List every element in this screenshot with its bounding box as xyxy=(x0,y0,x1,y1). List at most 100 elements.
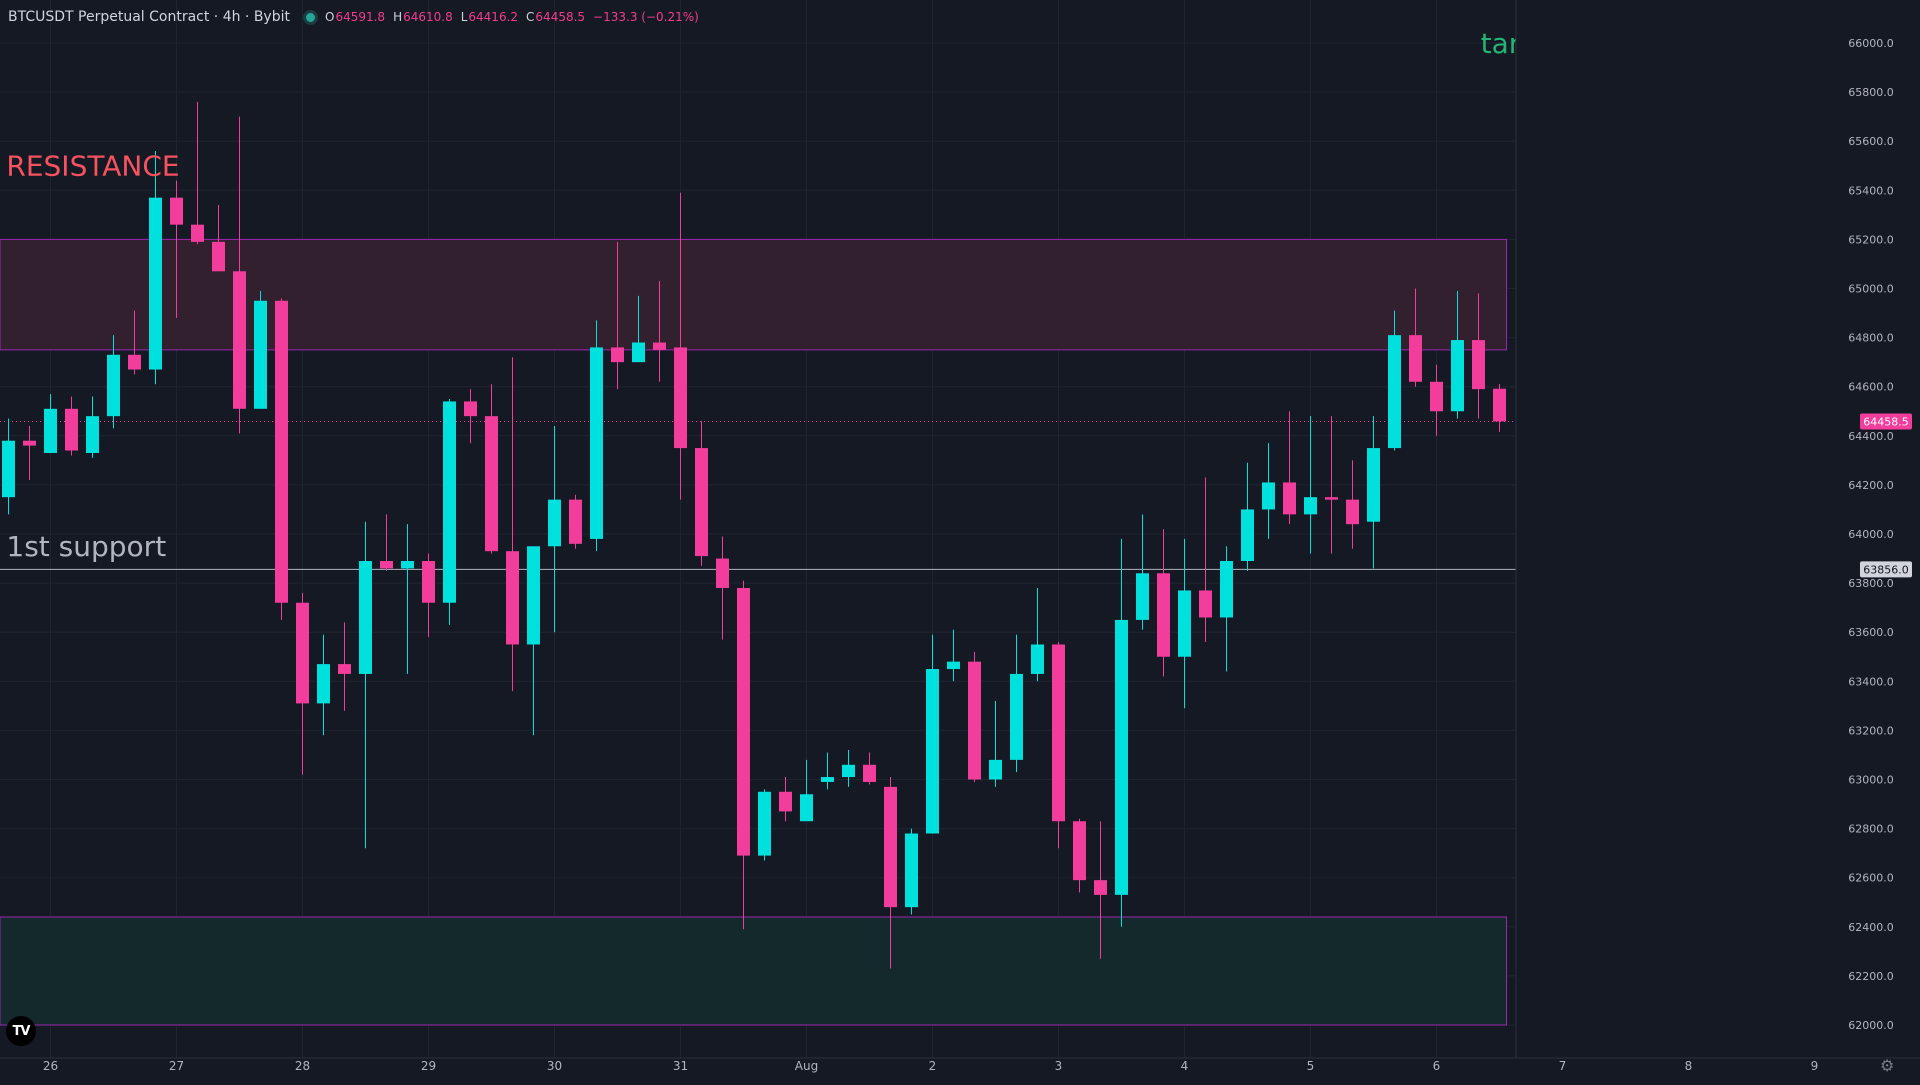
candle-bear xyxy=(1430,381,1443,412)
candle-bear xyxy=(233,271,246,409)
candle-bull xyxy=(86,416,99,453)
candle-bear xyxy=(569,499,582,544)
candle-bull xyxy=(2,440,15,498)
close-value: 64458.5 xyxy=(535,10,586,24)
candle-bear xyxy=(1493,388,1506,422)
candle-bear xyxy=(884,786,897,908)
candle-bear xyxy=(863,764,876,782)
candle-bear xyxy=(1283,482,1296,515)
time-tick-label: 4 xyxy=(1181,1059,1189,1073)
current-price-axis-label: 64458.5 xyxy=(1863,415,1909,428)
price-tick-label: 62400.0 xyxy=(1848,921,1894,934)
time-tick-label: 6 xyxy=(1433,1059,1441,1073)
candle-bull xyxy=(1451,340,1464,412)
candle-bull xyxy=(989,759,1002,780)
current-price-axis-badge xyxy=(1860,413,1912,430)
time-tick-label: 9 xyxy=(1811,1059,1819,1073)
price-tick-label: 64600.0 xyxy=(1848,381,1894,394)
price-tick-label: 65400.0 xyxy=(1848,184,1894,197)
price-tick-label: 63200.0 xyxy=(1848,724,1894,737)
time-tick-label: 30 xyxy=(547,1059,562,1073)
candle-bear xyxy=(422,561,435,603)
candle-bear xyxy=(1346,499,1359,525)
price-tick-label: 65200.0 xyxy=(1848,233,1894,246)
candle-bear xyxy=(338,664,351,674)
candle-bull xyxy=(842,764,855,778)
price-change: −133.3 (−0.21%) xyxy=(593,10,699,24)
candle-bear xyxy=(464,401,477,417)
high-label: H xyxy=(393,10,403,24)
candle-bull xyxy=(926,669,939,834)
time-tick-label: 27 xyxy=(169,1059,184,1073)
time-tick-label: 28 xyxy=(295,1059,310,1073)
candle-bull xyxy=(821,777,834,782)
candle-bear xyxy=(1157,573,1170,657)
candle-bull xyxy=(107,354,120,417)
candle-bull xyxy=(1304,497,1317,515)
time-tick-label: Aug xyxy=(795,1059,818,1073)
price-tick-label: 63400.0 xyxy=(1848,675,1894,688)
candle-bull xyxy=(359,561,372,674)
time-tick-label: 2 xyxy=(929,1059,937,1073)
candle-bull xyxy=(758,791,771,856)
time-tick-label: 7 xyxy=(1559,1059,1567,1073)
candle-bull xyxy=(1136,573,1149,620)
candle-bear xyxy=(611,347,624,363)
candle-bull xyxy=(632,342,645,363)
time-tick-label: 8 xyxy=(1685,1059,1693,1073)
candle-bear xyxy=(695,448,708,557)
time-tick-label: 31 xyxy=(673,1059,688,1073)
candle-bear xyxy=(275,300,288,603)
candle-bear xyxy=(65,408,78,451)
symbol-title[interactable]: BTCUSDT Perpetual Contract · 4h · Bybit xyxy=(8,9,290,25)
candle-bull xyxy=(548,499,561,547)
candle-bear xyxy=(1094,880,1107,895)
candle-bear xyxy=(212,241,225,272)
candle-bear xyxy=(674,347,687,449)
candle-bear xyxy=(170,197,183,225)
candle-bull xyxy=(1031,644,1044,674)
candle-bear xyxy=(1325,497,1338,500)
resistance-zone xyxy=(0,238,1507,351)
candle-bear xyxy=(296,602,309,704)
candle-bear xyxy=(1472,340,1485,390)
time-tick-label: 26 xyxy=(43,1059,58,1073)
price-tick-label: 64000.0 xyxy=(1848,528,1894,541)
candle-bull xyxy=(1262,482,1275,510)
price-tick-label: 65000.0 xyxy=(1848,283,1894,296)
price-tick-label: 66000.0 xyxy=(1848,37,1894,50)
tradingview-logo-icon[interactable]: TV xyxy=(6,1016,36,1046)
price-tick-label: 64400.0 xyxy=(1848,430,1894,443)
candle-bull xyxy=(1241,509,1254,562)
price-tick-label: 65600.0 xyxy=(1848,135,1894,148)
price-tick-label: 62200.0 xyxy=(1848,970,1894,983)
low-label: L xyxy=(460,10,468,24)
time-tick-label: 29 xyxy=(421,1059,436,1073)
close-label: C xyxy=(526,10,535,24)
candle-bear xyxy=(1409,335,1422,382)
candle-bull xyxy=(527,546,540,645)
candle-bear xyxy=(1052,644,1065,822)
gear-icon[interactable]: ⚙ xyxy=(1880,1056,1895,1075)
open-label: O xyxy=(324,10,335,24)
open-value: 64591.8 xyxy=(335,10,386,24)
price-tick-label: 64200.0 xyxy=(1848,479,1894,492)
candle-bull xyxy=(401,561,414,569)
price-axis-background xyxy=(1516,0,1920,1080)
price-tick-label: 63800.0 xyxy=(1848,577,1894,590)
candle-bull xyxy=(1115,619,1128,895)
market-status-icon xyxy=(305,12,315,22)
price-tick-label: 62600.0 xyxy=(1848,872,1894,885)
support-line-axis-badge xyxy=(1860,561,1912,578)
candle-bear xyxy=(191,224,204,242)
high-value: 64610.8 xyxy=(403,10,453,24)
candle-bull xyxy=(1367,448,1380,522)
support-zone xyxy=(0,916,1507,1026)
candle-bull xyxy=(443,401,456,603)
chart-legend: BTCUSDT Perpetual Contract · 4h · Bybit … xyxy=(8,6,699,28)
candle-bull xyxy=(1220,561,1233,618)
candle-bear xyxy=(737,588,750,856)
candle-bull xyxy=(800,794,813,822)
